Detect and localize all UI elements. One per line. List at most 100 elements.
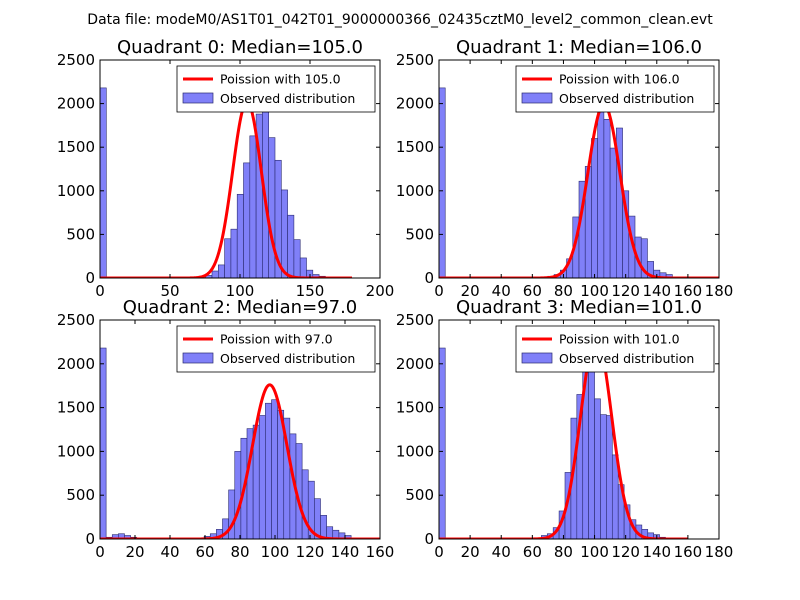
x-tick-label: 180	[705, 543, 734, 561]
legend-bar-swatch	[182, 92, 214, 104]
y-tick-label: 0	[85, 269, 95, 287]
histogram-bar	[280, 189, 288, 278]
y-tick-label: 1500	[396, 399, 434, 417]
x-tick-label: 140	[331, 543, 360, 561]
y-tick-label: 500	[66, 225, 95, 243]
y-tick-label: 500	[66, 486, 95, 504]
y-tick-label: 1000	[396, 182, 434, 200]
x-tick-label: 120	[611, 282, 640, 300]
y-tick-label: 1000	[396, 442, 434, 460]
x-tick-label: 140	[642, 282, 671, 300]
y-tick-label: 1500	[396, 138, 434, 156]
histogram-bar	[301, 469, 309, 539]
legend-label-observed: Observed distribution	[220, 351, 355, 366]
legend-bar-swatch	[182, 352, 214, 364]
x-tick-label: 200	[366, 282, 395, 300]
x-tick-label: 160	[366, 543, 395, 561]
legend-label-fit: Poission with 105.0	[220, 72, 341, 87]
x-tick-label: 100	[580, 282, 609, 300]
x-tick-label: 80	[554, 543, 573, 561]
x-tick-label: 160	[674, 543, 703, 561]
subplot-title: Quadrant 0: Median=105.0	[117, 37, 363, 58]
x-tick-label: 40	[492, 543, 511, 561]
x-tick-label: 60	[195, 543, 214, 561]
x-tick-label: 60	[523, 543, 542, 561]
histogram-bar	[299, 257, 307, 278]
histogram-bar	[600, 414, 607, 539]
legend-label-observed: Observed distribution	[559, 351, 694, 366]
histogram-bar	[234, 451, 242, 539]
histogram-bar	[287, 214, 295, 278]
legend-box	[176, 65, 376, 113]
x-tick-label: 80	[554, 282, 573, 300]
histogram-bar	[647, 261, 654, 278]
legend: Poission with 106.0 Observed distribution	[515, 65, 715, 113]
x-tick-label: 120	[296, 543, 325, 561]
legend-bar-swatch	[521, 352, 553, 364]
y-tick-label: 1500	[57, 399, 95, 417]
histogram-bar	[591, 138, 598, 278]
x-tick-label: 60	[523, 282, 542, 300]
y-tick-label: 0	[424, 269, 434, 287]
x-tick-label: 150	[296, 282, 325, 300]
x-tick-label: 100	[261, 543, 290, 561]
histogram-bar	[594, 398, 601, 539]
axes-frame	[438, 319, 720, 540]
subplot-title: Quadrant 2: Median=97.0	[123, 297, 358, 318]
legend-box	[176, 325, 376, 373]
subplot-quadrant-0: Quadrant 0: Median=105.00 50 100 150 2000500…	[57, 37, 395, 300]
subplot-title: Quadrant 3: Median=101.0	[456, 297, 702, 318]
legend-label-fit: Poission with 97.0	[220, 332, 333, 347]
subplot-quadrant-3: Quadrant 3: Median=101.00 20 40 60 80 100 120 1…	[396, 297, 734, 561]
histogram-bar	[597, 108, 605, 278]
legend: Poission with 105.0 Observed distribution	[176, 65, 376, 113]
x-tick-label: 160	[674, 282, 703, 300]
histogram-bars	[439, 87, 679, 278]
legend-bar-swatch	[521, 92, 553, 104]
x-tick-label: 20	[461, 282, 480, 300]
histogram-bar	[211, 270, 219, 278]
legend-label-observed: Observed distribution	[559, 91, 694, 106]
y-tick-label: 1000	[57, 442, 95, 460]
subplot-quadrant-1: Quadrant 1: Median=106.00 20 40 60 80 100 120 1…	[396, 37, 734, 300]
histogram-bar	[100, 347, 107, 539]
legend-box	[515, 65, 715, 113]
histogram-bar	[258, 415, 266, 539]
y-tick-label: 2000	[57, 95, 95, 113]
y-tick-label: 500	[405, 486, 434, 504]
y-tick-label: 0	[85, 530, 95, 548]
histogram-bar	[218, 264, 225, 278]
legend-label-fit: Poission with 106.0	[559, 72, 680, 87]
y-tick-label: 2000	[396, 355, 434, 373]
legend-box	[515, 325, 715, 373]
x-tick-label: 140	[642, 543, 671, 561]
histogram-bar	[230, 228, 238, 278]
y-tick-label: 2000	[396, 95, 434, 113]
histogram-bar	[606, 415, 613, 539]
x-tick-label: 120	[611, 543, 640, 561]
histogram-bar	[224, 238, 232, 278]
y-tick-label: 2500	[396, 311, 434, 329]
histogram-bar	[293, 239, 301, 278]
histogram-bar	[271, 399, 278, 539]
histogram-bar	[100, 87, 107, 278]
x-tick-label: 80	[230, 543, 249, 561]
y-tick-label: 2000	[57, 355, 95, 373]
histogram-bar	[265, 402, 272, 539]
poisson-fit-line	[439, 336, 689, 539]
x-tick-label: 0	[95, 543, 105, 561]
axes-frame	[438, 59, 720, 279]
x-tick-label: 40	[160, 543, 179, 561]
legend-label-fit: Poission with 101.0	[559, 332, 680, 347]
x-tick-label: 40	[492, 282, 511, 300]
legend: Poission with 101.0 Observed distribution	[515, 325, 715, 373]
y-tick-label: 1000	[57, 182, 95, 200]
x-tick-label: 20	[125, 543, 144, 561]
histogram-bar	[603, 118, 611, 278]
y-tick-label: 1500	[57, 138, 95, 156]
subplot-grid: Quadrant 0: Median=105.00 50 100 150 2000500…	[57, 37, 734, 561]
histogram-bar	[439, 87, 446, 278]
subplot-quadrant-2: Quadrant 2: Median=97.0 0 20 40 60 80 100 120 14…	[57, 297, 395, 561]
x-tick-label: 0	[434, 543, 444, 561]
